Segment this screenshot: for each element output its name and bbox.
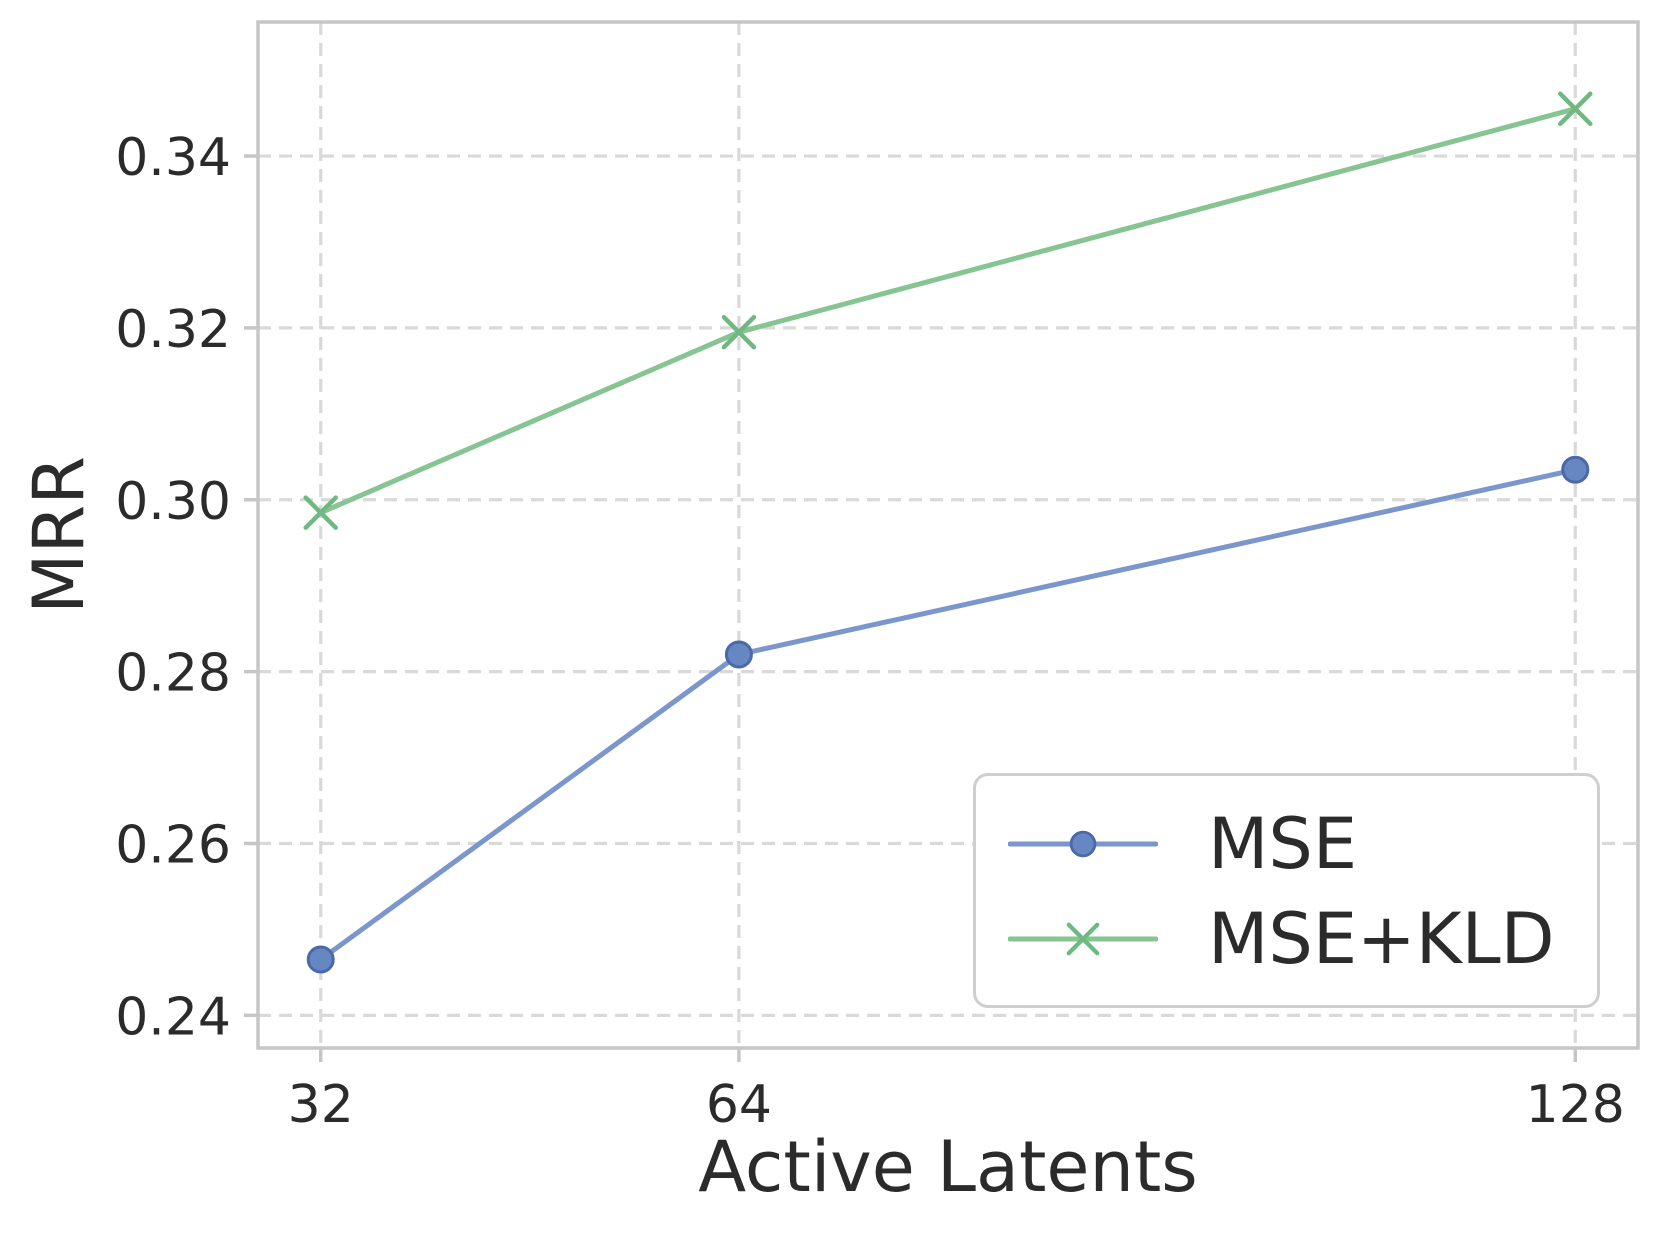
legend-marker-sample <box>1066 922 1100 956</box>
legend-label-mse-kld: MSE+KLD <box>1208 897 1555 980</box>
x-tick-label-64: 64 <box>706 1075 772 1135</box>
legend-item-mse: MSE <box>1008 803 1597 885</box>
y-tick-label-0.30: 0.30 <box>115 472 231 532</box>
data-point-mse-kld-128 <box>1558 91 1593 127</box>
data-point-mse-32 <box>306 945 335 974</box>
series-line-mse-kld <box>318 106 1578 516</box>
y-tick-label-0.28: 0.28 <box>115 644 231 704</box>
y-tick-label-0.34: 0.34 <box>115 128 231 188</box>
x-tick-label-128: 128 <box>1526 1075 1625 1135</box>
legend-swatch-mse-kld <box>1008 922 1158 956</box>
y-tick-label-0.24: 0.24 <box>115 987 231 1047</box>
data-point-mse-kld-64 <box>721 314 757 350</box>
y-tick-label-0.32: 0.32 <box>115 300 231 360</box>
data-point-mse-128 <box>1561 455 1590 484</box>
axes-spines <box>256 20 1640 1050</box>
legend-marker-sample <box>1069 830 1097 858</box>
legend-item-mse-kld: MSE+KLD <box>1008 898 1597 980</box>
y-tick-label-0.26: 0.26 <box>115 815 231 875</box>
legend-swatch-mse <box>1008 830 1158 858</box>
legend: MSE MSE+KLD <box>973 773 1600 1008</box>
x-axis-title: Active Latents <box>698 1126 1198 1208</box>
x-tick-label-32: 32 <box>288 1075 354 1135</box>
data-point-mse-64 <box>724 640 753 669</box>
legend-label-mse: MSE <box>1208 802 1358 885</box>
data-point-mse-kld-32 <box>303 495 338 530</box>
y-axis-title: MRR <box>18 456 100 614</box>
